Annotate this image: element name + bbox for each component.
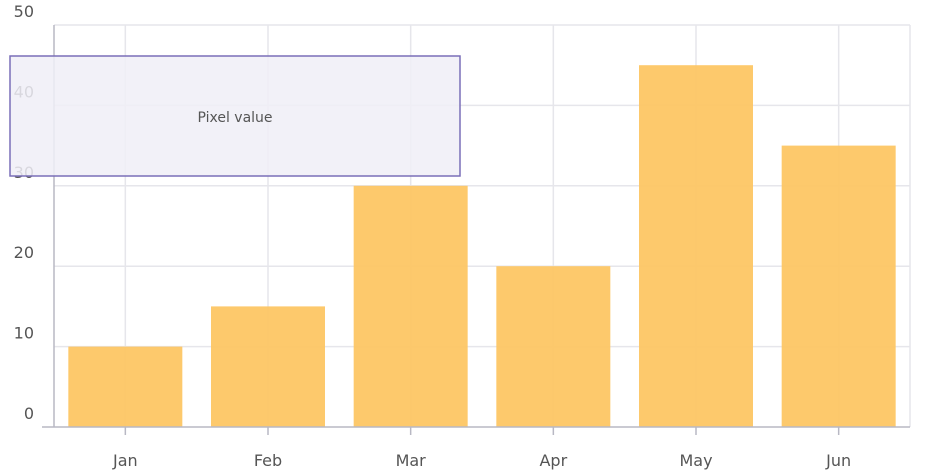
bar-mar [353,185,468,427]
y-tick-label: 0 [24,404,34,423]
x-axis-tick-labels: Jan Feb Mar Apr May Jun [112,451,851,470]
bar-series [68,65,896,427]
x-tick-label: Jun [825,451,851,470]
x-tick-label: Mar [396,451,427,470]
y-tick-label: 50 [14,2,34,21]
x-tick-label: Feb [254,451,282,470]
bar-feb [211,306,325,427]
bar-apr [496,266,611,427]
x-tick-label: Apr [539,451,567,470]
bar-jun [781,145,896,427]
y-tick-label: 20 [14,243,34,262]
bar-jan [68,346,183,427]
annotation-rectangle [9,55,461,177]
y-tick-label: 10 [14,324,34,343]
annotation-box: Pixel value [9,55,461,177]
bar-may [639,65,753,427]
x-tick-label: Jan [112,451,138,470]
annotation-label: Pixel value [197,110,272,126]
x-tick-label: May [679,451,712,470]
